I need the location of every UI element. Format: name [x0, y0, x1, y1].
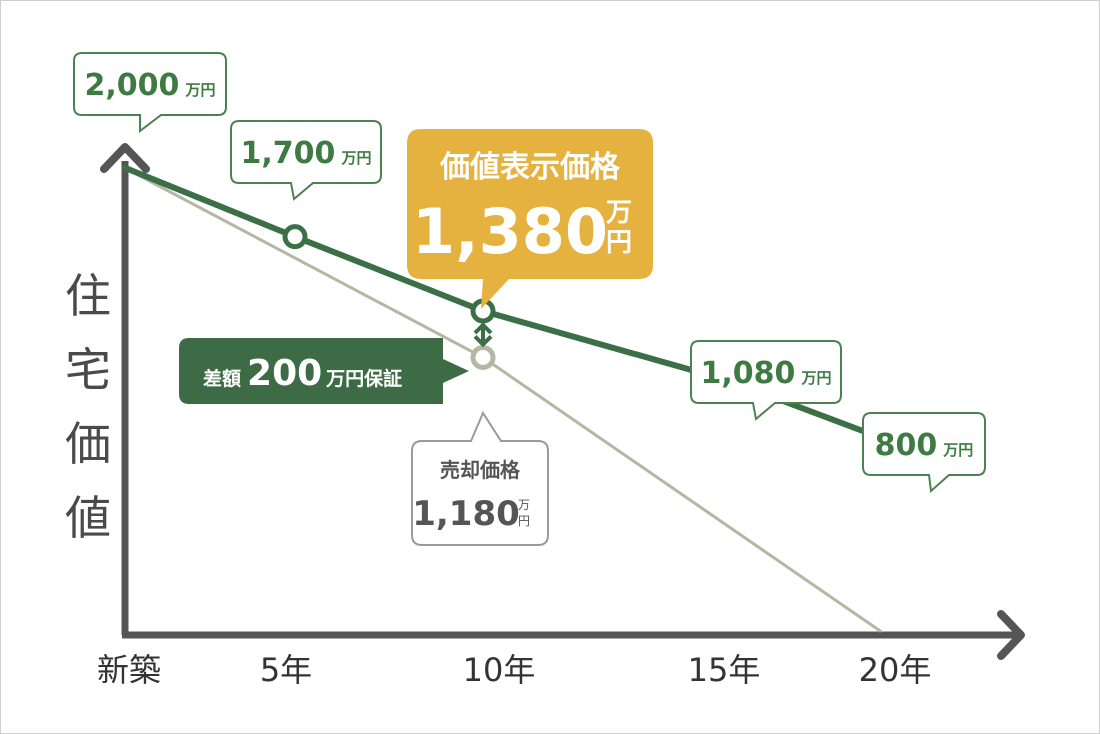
sale-callout-unit-2: 円: [518, 514, 530, 528]
highlight-callout-number: 1,380: [412, 195, 608, 268]
difference-number: 200: [247, 353, 322, 394]
highlight-callout-box: [407, 129, 653, 309]
difference-callout-box: [179, 338, 469, 404]
highlight-callout-unit-2: 円: [606, 228, 632, 258]
value-callout-box: [230, 120, 382, 201]
value-callout-box: [690, 340, 842, 421]
sale-callout-title: 売却価格: [440, 458, 521, 482]
value-callout-label: 800 万円: [875, 428, 974, 463]
x-tick-label: 10年: [463, 651, 536, 689]
x-axis-arrowhead: [997, 610, 1025, 660]
value-callout-label: 2,000 万円: [85, 68, 216, 103]
value-callout-number: 800: [875, 428, 938, 463]
highlight-callout-title: 価値表示価格: [439, 150, 621, 185]
chart-axes: [100, 143, 1025, 660]
value-callout-unit: 万円: [340, 149, 371, 167]
difference-suffix: 万円保証: [325, 367, 402, 390]
value-callout-number: 2,000: [85, 68, 180, 103]
difference-arrowhead-down: [473, 335, 493, 348]
value-callout-box: [862, 412, 986, 494]
x-tick-labels: 新築 5年 10年 15年 20年: [97, 651, 931, 689]
value-callout-label: 1,700 万円: [241, 136, 372, 171]
value-callout-unit: 万円: [942, 441, 973, 459]
difference-arrowhead-up: [473, 322, 493, 335]
value-callout-box: [73, 52, 227, 134]
value-callout-number: 1,080: [701, 356, 796, 391]
sale-callout-number: 1,180: [412, 494, 520, 534]
value-callout-label: 1,080 万円: [701, 356, 832, 391]
sale-callout-unit-1: 万: [518, 498, 530, 512]
highlight-callout-unit-1: 万: [606, 198, 632, 228]
difference-callout-label: 差額 200 万円保証: [203, 353, 402, 394]
value-point: [282, 224, 308, 250]
sale-callout-box: [411, 410, 549, 546]
x-tick-label: 15年: [688, 651, 761, 689]
difference-prefix: 差額: [203, 367, 241, 390]
y-axis-label: 住宅価値: [65, 269, 111, 545]
y-axis-arrowhead: [100, 143, 150, 173]
x-tick-label: 20年: [859, 651, 932, 689]
x-tick-label: 新築: [97, 651, 161, 689]
x-tick-label: 5年: [260, 651, 312, 689]
sale-point: [470, 344, 496, 370]
value-callout-number: 1,700: [241, 136, 336, 171]
value-callout-unit: 万円: [184, 81, 215, 99]
value-callout-unit: 万円: [800, 369, 831, 387]
